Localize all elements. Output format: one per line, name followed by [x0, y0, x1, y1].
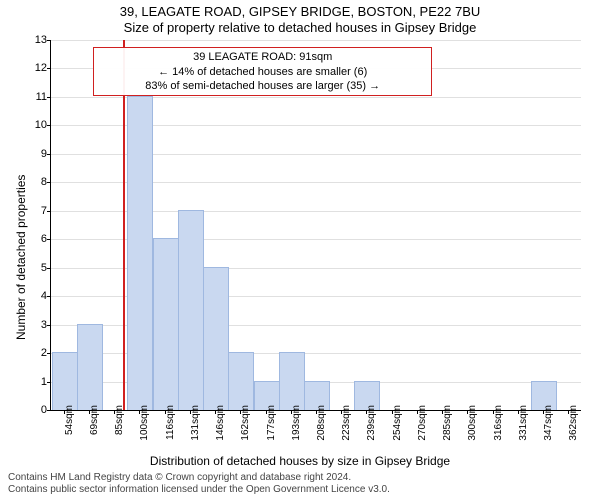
xtick-label: 100sqm — [139, 405, 150, 441]
xtick-label: 347sqm — [543, 405, 554, 441]
plot-area: 01234567891011121354sqm69sqm85sqm100sqm1… — [50, 40, 581, 411]
xtick-label: 208sqm — [316, 405, 327, 441]
ytick-label: 7 — [23, 205, 47, 217]
ytick-label: 10 — [23, 119, 47, 131]
histogram-bar — [77, 324, 103, 410]
attribution-line2: Contains public sector information licen… — [8, 484, 390, 496]
ytick-mark — [47, 125, 51, 126]
ytick-mark — [47, 154, 51, 155]
ytick-mark — [47, 296, 51, 297]
xtick-label: 177sqm — [266, 405, 277, 441]
ytick-label: 11 — [23, 91, 47, 103]
chart-title-line1: 39, LEAGATE ROAD, GIPSEY BRIDGE, BOSTON,… — [0, 4, 600, 19]
x-axis-label: Distribution of detached houses by size … — [0, 454, 600, 468]
ytick-label: 3 — [23, 319, 47, 331]
histogram-bar — [203, 267, 229, 410]
gridline — [51, 40, 581, 41]
info-box-line: 83% of semi-detached houses are larger (… — [98, 79, 427, 93]
xtick-label: 254sqm — [392, 405, 403, 441]
chart-title-line2: Size of property relative to detached ho… — [0, 20, 600, 35]
histogram-bar — [52, 352, 78, 410]
ytick-label: 12 — [23, 62, 47, 74]
ytick-mark — [47, 40, 51, 41]
ytick-label: 4 — [23, 290, 47, 302]
histogram-bar — [127, 96, 153, 410]
ytick-label: 9 — [23, 148, 47, 160]
histogram-bar — [153, 238, 179, 410]
histogram-bar — [279, 352, 305, 410]
attribution: Contains HM Land Registry data © Crown c… — [8, 472, 390, 496]
ytick-label: 2 — [23, 347, 47, 359]
ytick-mark — [47, 239, 51, 240]
histogram-bar — [228, 352, 254, 410]
ytick-mark — [47, 268, 51, 269]
xtick-label: 270sqm — [417, 405, 428, 441]
xtick-label: 69sqm — [89, 405, 100, 435]
ytick-label: 8 — [23, 176, 47, 188]
xtick-label: 239sqm — [366, 405, 377, 441]
ytick-mark — [47, 97, 51, 98]
xtick-label: 116sqm — [165, 405, 176, 440]
ytick-label: 13 — [23, 34, 47, 46]
ytick-label: 0 — [23, 404, 47, 416]
histogram-bar — [178, 210, 204, 410]
ytick-mark — [47, 325, 51, 326]
info-box: 39 LEAGATE ROAD: 91sqm← 14% of detached … — [93, 47, 432, 96]
xtick-label: 162sqm — [240, 405, 251, 441]
xtick-label: 285sqm — [442, 405, 453, 441]
y-axis-label: Number of detached properties — [14, 175, 28, 340]
ytick-mark — [47, 382, 51, 383]
xtick-label: 146sqm — [215, 405, 226, 441]
xtick-label: 331sqm — [518, 405, 529, 441]
ytick-mark — [47, 182, 51, 183]
info-box-line: ← 14% of detached houses are smaller (6) — [98, 65, 427, 79]
attribution-line1: Contains HM Land Registry data © Crown c… — [8, 472, 390, 484]
xtick-label: 223sqm — [341, 405, 352, 441]
xtick-label: 54sqm — [64, 405, 75, 435]
xtick-label: 300sqm — [467, 405, 478, 441]
ytick-mark — [47, 68, 51, 69]
ytick-mark — [47, 211, 51, 212]
xtick-label: 316sqm — [493, 405, 504, 441]
ytick-label: 5 — [23, 262, 47, 274]
ytick-label: 1 — [23, 376, 47, 388]
info-box-line: 39 LEAGATE ROAD: 91sqm — [98, 50, 427, 64]
xtick-label: 193sqm — [291, 405, 302, 441]
ytick-mark — [47, 353, 51, 354]
xtick-label: 131sqm — [190, 405, 201, 441]
ytick-mark — [47, 410, 51, 411]
xtick-label: 362sqm — [568, 405, 579, 441]
ytick-label: 6 — [23, 233, 47, 245]
